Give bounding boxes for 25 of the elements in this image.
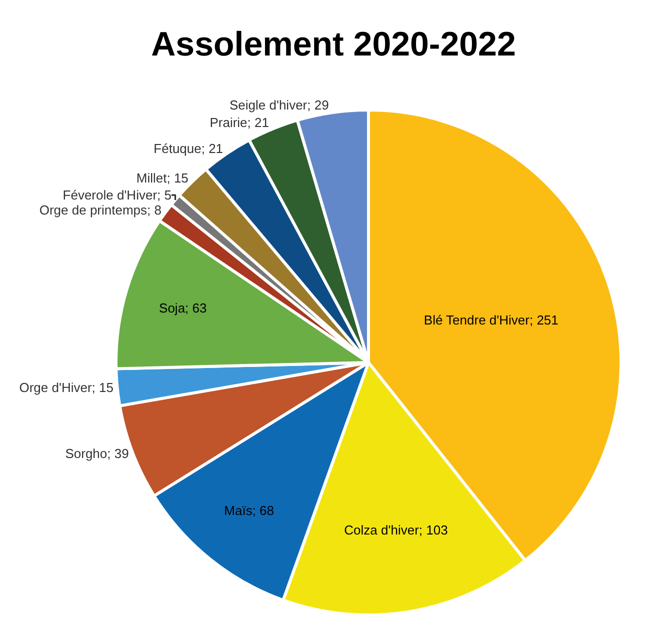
chart-title: Assolement 2020-2022 [151,26,516,64]
slice-label: Seigle d'hiver [229,98,308,113]
data-label: ; 21 [201,140,224,156]
slice-label: Prairie [210,114,248,130]
data-label: ; 251 [529,312,558,328]
data-label: ; 5 [157,188,172,203]
slice-label: Fétuque [154,140,202,156]
data-label: ; 39 [107,446,129,461]
slice-label: Millet [136,170,168,186]
slice-label: Maïs [224,502,253,518]
data-label: ; 15 [166,170,188,186]
data-label: ; 8 [147,202,162,218]
slice-label: Sorgho [65,446,108,461]
data-label: ; 103 [418,522,448,538]
slice-label: Orge de printemps [39,202,148,218]
slice-label: Féverole d'Hiver [62,188,158,203]
data-label: ; 29 [307,98,329,113]
data-label: ; 15 [92,380,114,395]
slice-label: Blé Tendre d'Hiver [424,312,530,328]
data-label: ; 68 [252,502,274,518]
slice-label: Colza d'hiver [344,522,420,538]
data-label: ; 63 [185,300,207,316]
slice-label: Orge d'Hiver [19,380,92,395]
slice-label: Soja [159,300,186,316]
data-label: ; 21 [247,114,269,130]
